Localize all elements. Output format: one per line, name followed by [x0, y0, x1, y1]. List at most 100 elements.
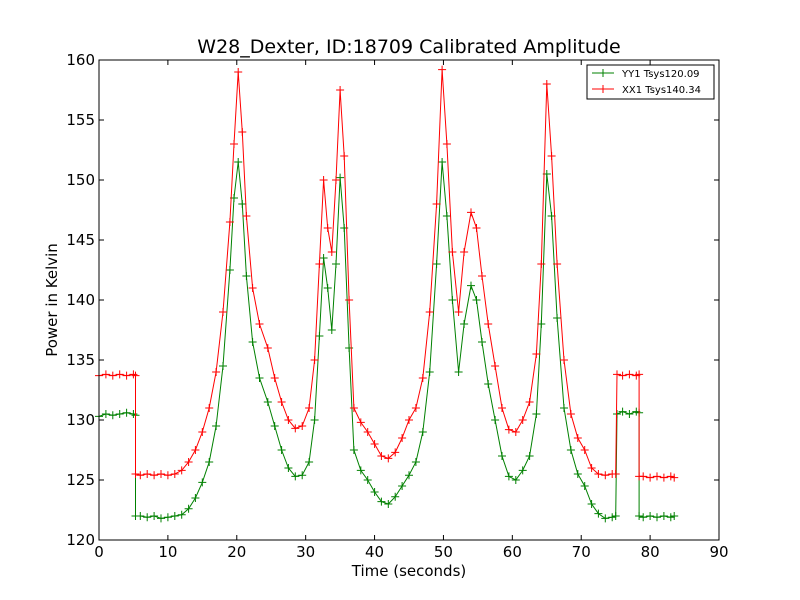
data-point	[594, 509, 603, 518]
y-tick-label: 125	[66, 471, 95, 489]
data-point	[184, 504, 193, 513]
x-axis-label: Time (seconds)	[351, 562, 467, 580]
data-point	[323, 284, 332, 292]
data-point	[323, 224, 332, 232]
data-point	[472, 296, 481, 304]
legend-label-yy1: YY1 Tsys120.09	[621, 69, 700, 80]
data-point	[432, 260, 441, 268]
data-point	[255, 320, 264, 328]
data-point	[448, 296, 457, 304]
data-point	[553, 314, 562, 322]
data-point	[129, 370, 138, 379]
data-point	[504, 425, 513, 434]
data-point	[255, 374, 264, 382]
data-point	[425, 308, 434, 316]
data-point	[327, 326, 336, 334]
data-point	[666, 472, 675, 481]
data-point	[442, 140, 451, 148]
data-point	[219, 362, 227, 370]
data-point	[511, 476, 520, 484]
data-point	[418, 374, 427, 382]
data-point	[613, 370, 621, 379]
data-point	[143, 513, 152, 522]
data-point	[298, 471, 307, 480]
data-point	[284, 416, 293, 424]
data-point	[666, 513, 675, 522]
data-point	[542, 80, 551, 88]
data-point	[310, 356, 319, 364]
data-point	[518, 466, 527, 475]
data-point	[370, 440, 379, 448]
data-point	[580, 482, 589, 490]
legend-marker-yy1	[599, 69, 607, 77]
series-line-1	[98, 69, 675, 479]
data-point	[238, 200, 247, 208]
data-point	[143, 470, 152, 478]
data-point	[225, 266, 234, 274]
data-point	[454, 308, 463, 316]
data-point	[438, 158, 447, 166]
data-point	[336, 86, 345, 94]
legend-entry-yy1: YY1 Tsys120.09	[592, 69, 700, 80]
data-point	[270, 374, 279, 382]
data-point	[370, 488, 379, 496]
data-point	[653, 513, 661, 522]
data-point	[532, 410, 541, 418]
data-point	[670, 473, 679, 482]
data-point	[467, 281, 475, 290]
data-point	[573, 434, 582, 442]
y-tick-label: 120	[66, 531, 95, 549]
data-point	[184, 458, 193, 466]
x-tick-label: 40	[365, 543, 384, 561]
data-point	[315, 332, 324, 340]
data-point	[448, 248, 457, 256]
data-point	[345, 296, 354, 304]
data-point	[391, 492, 400, 501]
data-point	[384, 454, 393, 463]
data-point	[115, 370, 124, 379]
data-point	[377, 452, 386, 460]
x-tick-label: 70	[572, 543, 591, 561]
data-point	[659, 512, 668, 520]
legend-label-xx1: XX1 Tsys140.34	[622, 85, 701, 96]
data-point	[356, 466, 365, 475]
data-point	[670, 512, 679, 520]
data-point	[277, 398, 286, 406]
x-tick-label: 50	[434, 543, 453, 561]
data-point	[277, 446, 286, 454]
data-point	[625, 370, 634, 379]
data-point	[601, 514, 610, 523]
data-point	[611, 512, 620, 520]
data-point	[635, 512, 644, 520]
data-point	[608, 513, 617, 522]
data-point	[467, 208, 475, 217]
data-point	[238, 128, 247, 136]
data-point	[411, 404, 420, 412]
data-point	[594, 470, 603, 478]
legend-marker-xx1	[599, 85, 607, 93]
data-point	[646, 473, 655, 482]
data-point	[532, 350, 541, 358]
data-point	[131, 470, 140, 478]
y-tick-label: 140	[66, 291, 95, 309]
data-point	[248, 338, 257, 346]
y-tick-label: 130	[66, 411, 95, 429]
data-point	[298, 422, 307, 430]
data-point	[150, 512, 159, 520]
data-point	[566, 410, 575, 418]
data-point	[391, 448, 400, 457]
data-point	[384, 500, 393, 508]
data-point	[472, 224, 481, 232]
data-point	[198, 428, 207, 436]
data-point	[270, 422, 279, 430]
legend-box	[586, 64, 715, 100]
data-point	[478, 272, 486, 280]
x-tick-label: 0	[94, 543, 104, 561]
data-point	[525, 452, 534, 460]
data-point	[332, 260, 340, 268]
data-point	[101, 370, 110, 379]
data-point	[611, 470, 620, 478]
chart-title: W28_Dexter, ID:18709 Calibrated Amplitud…	[197, 36, 620, 58]
data-point	[478, 338, 486, 346]
